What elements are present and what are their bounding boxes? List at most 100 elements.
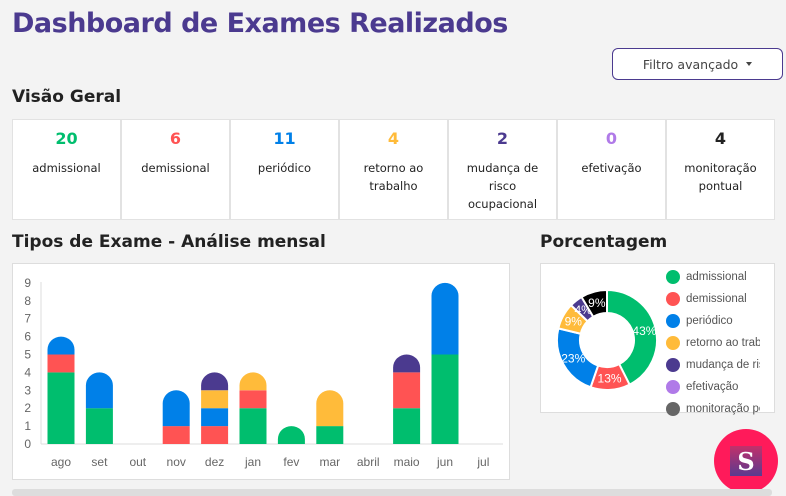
- bar-segment: [47, 372, 75, 444]
- legend-label: monitoração pontual: [686, 403, 760, 415]
- y-tick-label: 0: [24, 437, 31, 451]
- app-fab-button[interactable]: S: [714, 429, 778, 493]
- bar-segment: [431, 282, 459, 355]
- bar-segment: [47, 336, 75, 355]
- bar-segment: [316, 426, 344, 444]
- pie-legend: admissional demissional periódico retorno a…: [666, 266, 760, 420]
- x-tick-label: fev: [283, 455, 299, 469]
- caret-down-icon: [746, 62, 753, 66]
- monthly-chart-box: 0 1 2 3 4 5 6 7 8 9 ago set out nov dez jan fev mar abril m…: [12, 263, 510, 480]
- legend-item[interactable]: efetivação: [666, 376, 760, 398]
- advanced-filter-button[interactable]: Filtro avançado: [612, 48, 783, 80]
- bar-segment: [393, 408, 421, 444]
- legend-dot-icon: [666, 336, 680, 350]
- pie-data-label: 43%: [632, 324, 656, 338]
- bar-segment: [239, 372, 267, 391]
- x-tick-label: jul: [476, 455, 489, 469]
- card-value: 6: [169, 129, 182, 148]
- bar-segment: [239, 390, 267, 409]
- bar-segment: [393, 372, 421, 409]
- bar-segment: [201, 408, 229, 427]
- x-tick-label: ago: [51, 455, 71, 469]
- summary-card: 6 demissional: [122, 120, 229, 219]
- x-tick-label: out: [129, 455, 146, 469]
- card-value: 4: [714, 129, 727, 148]
- legend-label: mudança de risco ocupacional: [686, 359, 760, 371]
- overview-cards: 20 admissional 6 demissional 11 periódico 4 ret…: [12, 119, 775, 220]
- filter-label: Filtro avançado: [642, 56, 739, 72]
- card-label: efetivação: [581, 161, 642, 175]
- legend-item[interactable]: admissional: [666, 266, 760, 288]
- y-tick-label: 4: [24, 365, 31, 379]
- bar-segment: [393, 354, 421, 373]
- pie-slice: [580, 288, 608, 319]
- x-tick-label: dez: [205, 455, 224, 469]
- horizontal-scrollbar[interactable]: [12, 489, 772, 496]
- card-value: 0: [605, 129, 618, 148]
- legend-dot-icon: [666, 358, 680, 372]
- bar-segment: [85, 372, 113, 409]
- bar-segment: [162, 426, 190, 444]
- bar-segment: [431, 354, 459, 444]
- percent-title: Porcentagem: [540, 232, 668, 252]
- overview-title: Visão Geral: [12, 87, 122, 107]
- monthly-bar-chart: 0 1 2 3 4 5 6 7 8 9 ago set out nov dez jan fev mar abril m…: [24, 276, 503, 469]
- legend-dot-icon: [666, 380, 680, 394]
- pie-slice: [606, 288, 658, 386]
- summary-card: 2 mudança de risco ocupacional: [449, 120, 556, 219]
- legend-label: efetivação: [686, 381, 739, 393]
- summary-card: 0 efetivação: [558, 120, 665, 219]
- summary-card: 4 monitoração pontual: [667, 120, 774, 219]
- legend-dot-icon: [666, 292, 680, 306]
- y-tick-label: 6: [24, 330, 31, 344]
- page-title: Dashboard de Exames Realizados: [12, 8, 508, 39]
- bar-segment: [239, 408, 267, 444]
- summary-card: 20 admissional: [13, 120, 120, 219]
- percent-chart-box: 43% 13% 23% 9% 4% 9%: [540, 263, 775, 413]
- legend-item[interactable]: retorno ao trabalho: [666, 332, 760, 354]
- legend-item[interactable]: periódico: [666, 310, 760, 332]
- x-tick-label: jan: [244, 455, 261, 469]
- card-value: 20: [55, 129, 78, 148]
- bar-segment: [316, 390, 344, 427]
- y-tick-label: 2: [24, 401, 31, 415]
- summary-card: 4 retorno ao trabalho: [340, 120, 447, 219]
- card-label: mudança de risco ocupacional: [466, 161, 539, 211]
- x-tick-label: abril: [357, 455, 380, 469]
- card-value: 4: [387, 129, 400, 148]
- card-value: 11: [273, 129, 296, 148]
- bar-segment: [85, 408, 113, 444]
- pie-data-label: 9%: [588, 296, 606, 310]
- y-tick-label: 8: [24, 294, 31, 308]
- monthly-title: Tipos de Exame - Análise mensal: [12, 232, 326, 252]
- x-tick-label: maio: [394, 455, 420, 469]
- legend-label: retorno ao trabalho: [686, 337, 760, 349]
- card-label: retorno ao trabalho: [363, 161, 424, 193]
- card-value: 2: [496, 129, 509, 148]
- x-tick-label: nov: [167, 455, 186, 469]
- card-label: periódico: [257, 161, 312, 175]
- legend-label: demissional: [686, 293, 747, 305]
- x-tick-label: mar: [319, 455, 340, 469]
- bar-segment: [47, 354, 75, 373]
- bar-segment: [201, 426, 229, 444]
- legend-dot-icon: [666, 402, 680, 416]
- x-tick-label: jun: [436, 455, 453, 469]
- pie-data-label: 13%: [598, 371, 622, 385]
- y-tick-label: 9: [24, 276, 31, 290]
- legend-item[interactable]: monitoração pontual: [666, 398, 760, 420]
- legend-label: periódico: [686, 315, 733, 327]
- legend-item[interactable]: demissional: [666, 288, 760, 310]
- bar-segment: [162, 390, 190, 427]
- bar-segment: [201, 372, 229, 391]
- bar-segment: [277, 426, 305, 444]
- x-tick-label: set: [91, 455, 108, 469]
- y-tick-label: 1: [24, 419, 31, 433]
- card-label: admissional: [32, 161, 101, 175]
- legend-item[interactable]: mudança de risco ocupacional: [666, 354, 760, 376]
- summary-card: 11 periódico: [231, 120, 338, 219]
- legend-dot-icon: [666, 270, 680, 284]
- app-logo: S: [730, 446, 762, 476]
- bar-segment: [201, 390, 229, 409]
- percent-donut-chart: 43%13%23%9%4%9%: [556, 288, 658, 391]
